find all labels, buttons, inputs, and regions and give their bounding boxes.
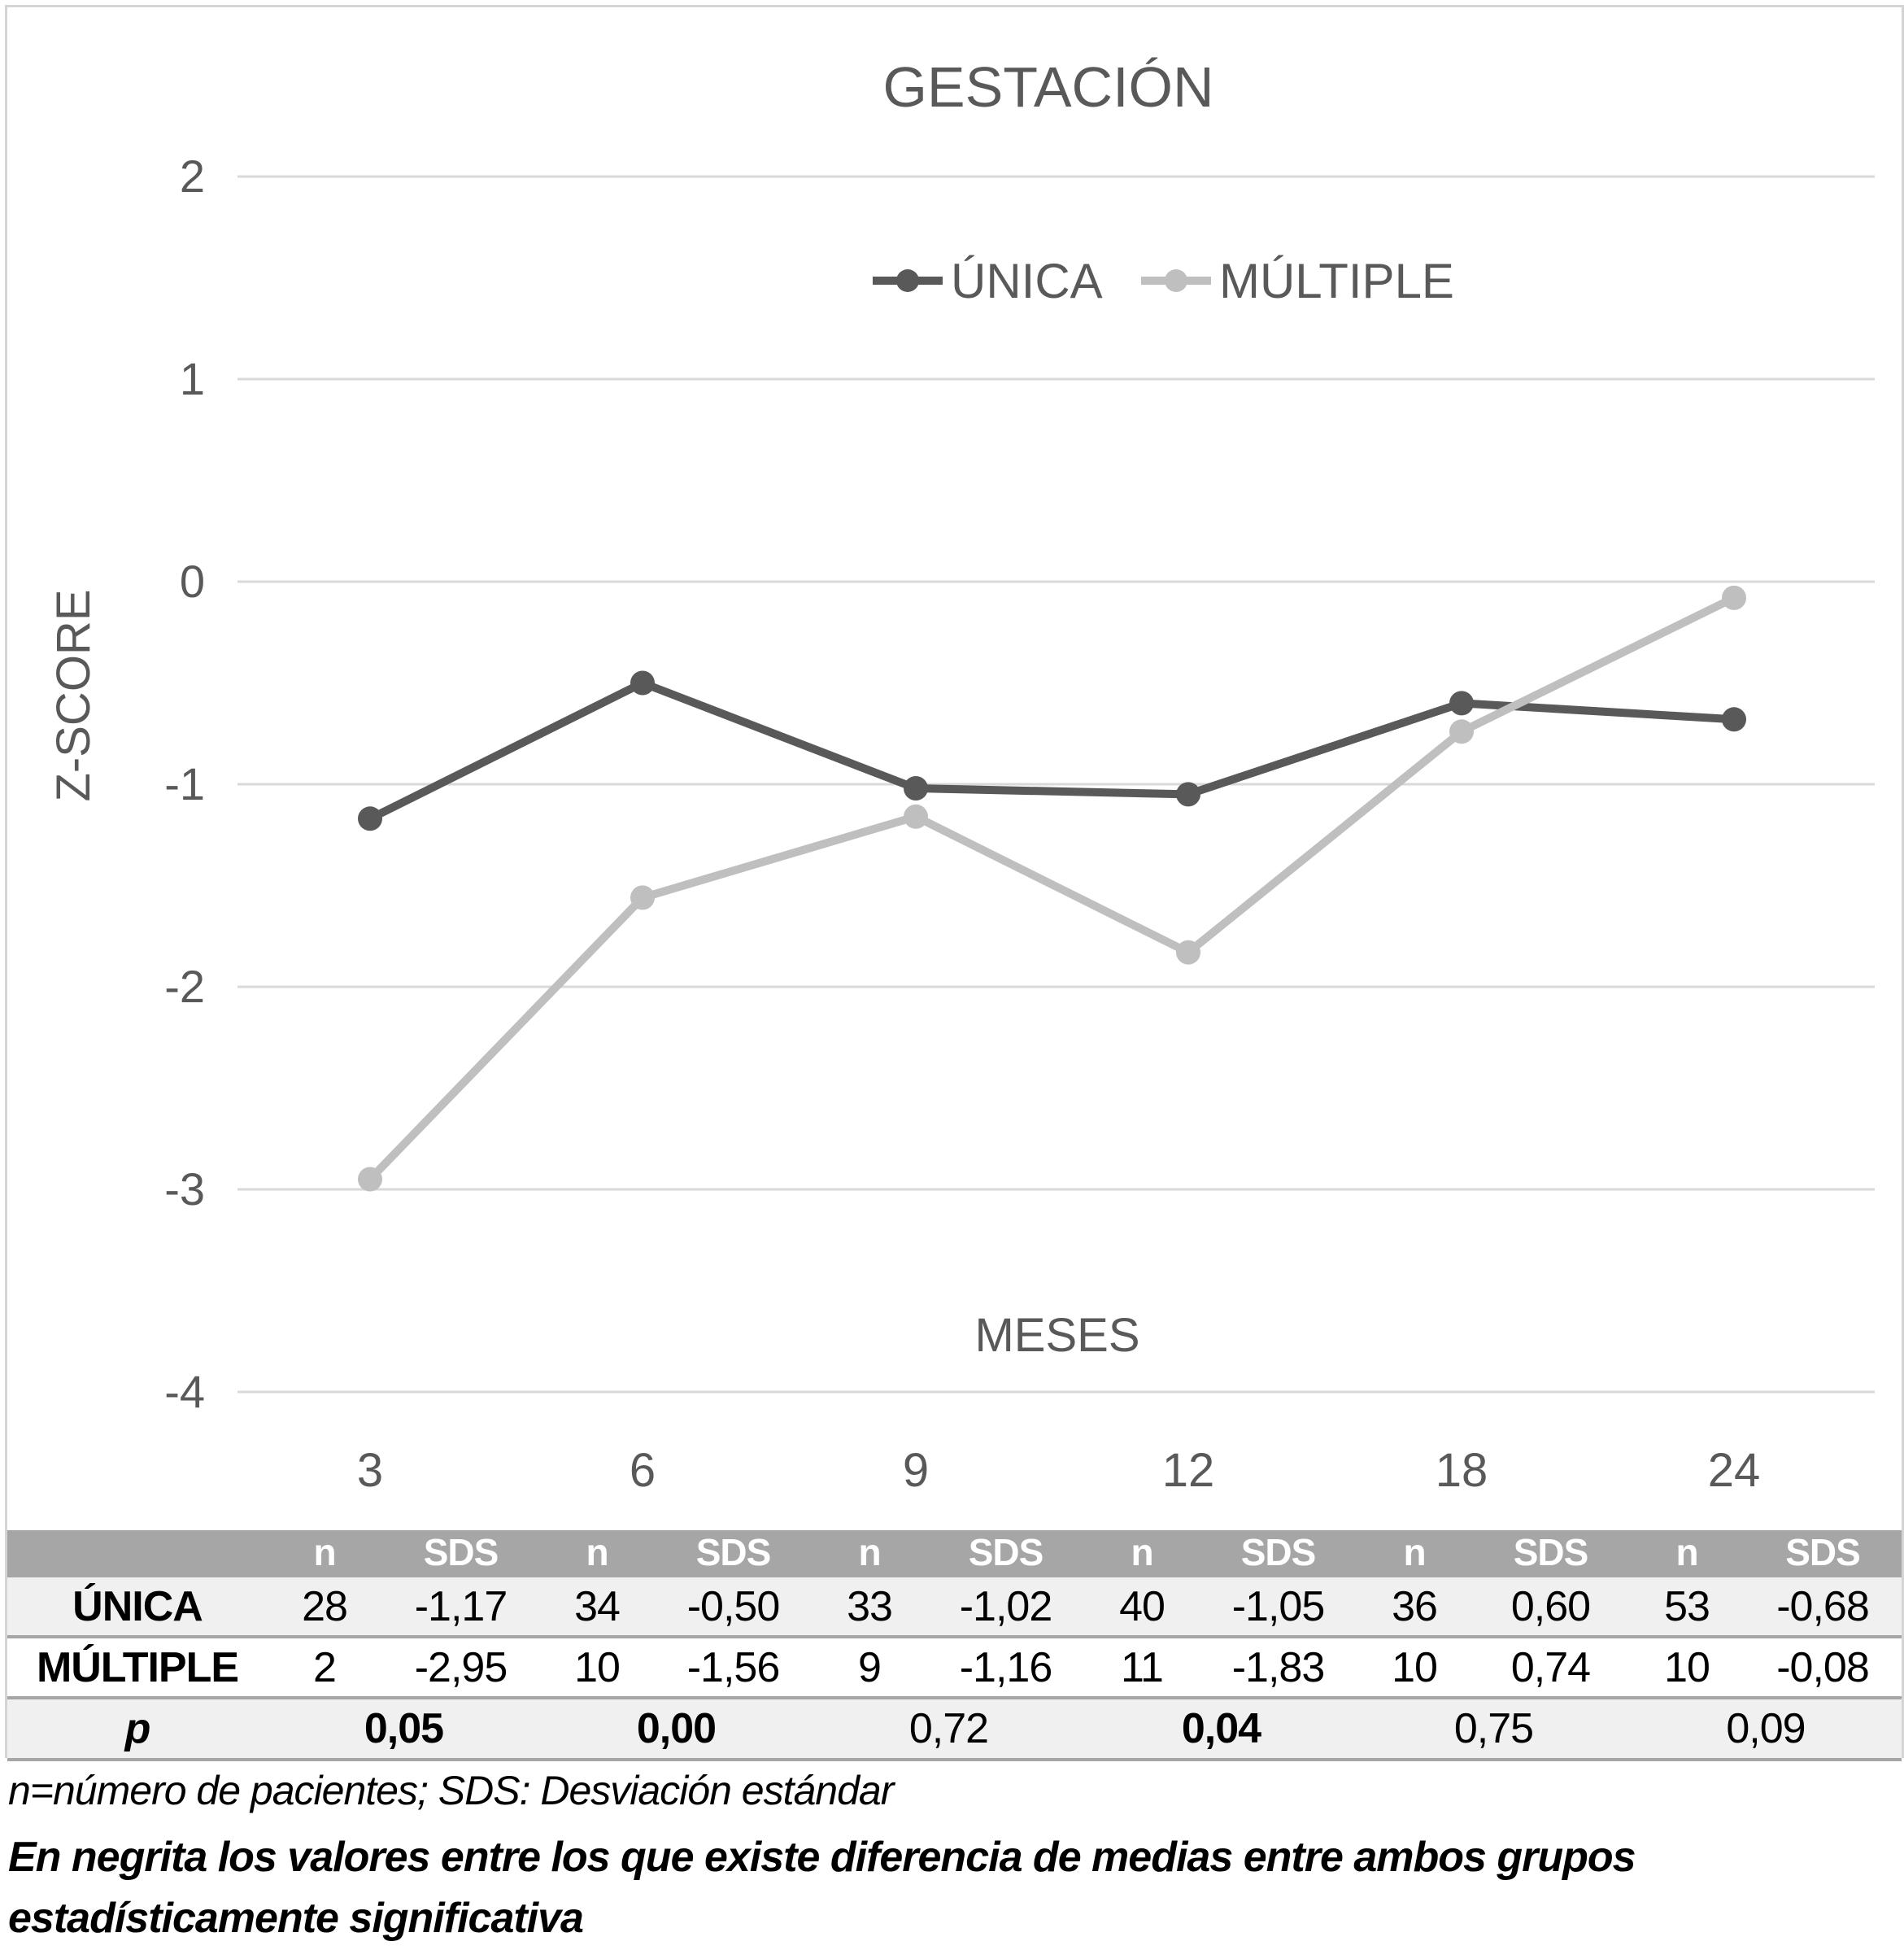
table-cell: -0,50 — [654, 1574, 813, 1637]
data-point-única — [1176, 782, 1200, 807]
x-tick-label: 12 — [1162, 1444, 1215, 1497]
col-header-n: n — [268, 1530, 381, 1576]
table-cell: 36 — [1357, 1574, 1471, 1637]
col-header-sds: SDS — [926, 1530, 1085, 1576]
col-header-sds: SDS — [1199, 1530, 1357, 1576]
data-point-múltiple — [1449, 719, 1474, 744]
col-header-n: n — [540, 1530, 654, 1576]
table-cell: -1,05 — [1199, 1574, 1357, 1637]
table-row-p: p 0,05 0,00 0,72 0,04 0,75 0,09 — [7, 1696, 1902, 1761]
col-header-n: n — [813, 1530, 926, 1576]
col-header-n: n — [1630, 1530, 1744, 1576]
data-point-múltiple — [358, 1167, 382, 1192]
table-cell: 34 — [540, 1574, 654, 1637]
data-point-múltiple — [630, 885, 655, 910]
y-tick-label: -4 — [164, 1366, 205, 1417]
x-tick-label: 6 — [630, 1444, 656, 1497]
y-tick-label: 2 — [180, 151, 205, 202]
footnote-bold-meaning: En negrita los valores entre los que exi… — [8, 1834, 1636, 1943]
x-tick-label: 18 — [1436, 1444, 1488, 1497]
gestacion-stats-table: n SDS n SDS n SDS n SDS n SDS n SDS ÚNICA 28 -1,17 34 -0… — [7, 1530, 1902, 1761]
y-axis-title: Z-SCORE — [47, 590, 100, 802]
table-cell: 53 — [1630, 1574, 1744, 1637]
p-value-cell: 0,75 — [1357, 1696, 1630, 1761]
legend-label-única: ÚNICA — [951, 254, 1103, 308]
series-line-múltiple — [367, 594, 1736, 1182]
table-cell: 0,74 — [1471, 1635, 1630, 1698]
table-cell: 33 — [813, 1574, 926, 1637]
table-cell: 11 — [1085, 1635, 1199, 1698]
data-point-múltiple — [904, 804, 928, 829]
y-tick-label: 0 — [180, 556, 205, 607]
figure-footnotes: n=número de pacientes; SDS: Desviación e… — [8, 1767, 1895, 1950]
table-cell: -1,83 — [1199, 1635, 1357, 1698]
p-value-cell: 0,00 — [540, 1696, 813, 1761]
corner-cell — [7, 1530, 268, 1576]
data-point-múltiple — [1176, 940, 1200, 965]
table-cell: -0,68 — [1744, 1574, 1902, 1637]
p-value-cell: 0,72 — [813, 1696, 1085, 1761]
y-tick-label: 1 — [180, 353, 205, 404]
table-cell: 9 — [813, 1635, 926, 1698]
col-header-sds: SDS — [1471, 1530, 1630, 1576]
col-header-sds: SDS — [654, 1530, 813, 1576]
gestacion-line-chart: GESTACIÓN 2 1 0 -1 -2 -3 -4 Z-SCORE MESES 3 6 9 12 18 2… — [47, 55, 1875, 1497]
footnote-abbreviations: n=número de pacientes; SDS: Desviación e… — [8, 1768, 894, 1813]
p-value-cell: 0,05 — [268, 1696, 540, 1761]
col-header-n: n — [1357, 1530, 1471, 1576]
table-row-múltiple: MÚLTIPLE 2 -2,95 10 -1,56 9 -1,16 11 -1,83 10 0,74… — [7, 1635, 1902, 1698]
chart-title: GESTACIÓN — [882, 55, 1213, 119]
table-cell: 2 — [268, 1635, 381, 1698]
table-row-única: ÚNICA 28 -1,17 34 -0,50 33 -1,02 40 -1,05 36 0,60 5… — [7, 1574, 1902, 1637]
table-cell: -1,16 — [926, 1635, 1085, 1698]
col-header-sds: SDS — [381, 1530, 540, 1576]
p-value-cell: 0,04 — [1085, 1696, 1357, 1761]
y-tick-label: -1 — [164, 758, 205, 809]
data-point-única — [630, 670, 655, 696]
table-cell: -0,08 — [1744, 1635, 1902, 1698]
x-tick-label: 3 — [357, 1444, 383, 1497]
table-cell: -1,56 — [654, 1635, 813, 1698]
legend-marker-múltiple — [1165, 269, 1187, 292]
gestacion-figure: GESTACIÓN 2 1 0 -1 -2 -3 -4 Z-SCORE MESES 3 6 9 12 18 2… — [5, 5, 1904, 1761]
table-cell: -1,02 — [926, 1574, 1085, 1637]
data-point-única — [1722, 707, 1746, 732]
table-cell: -1,17 — [381, 1574, 540, 1637]
table-cell: 40 — [1085, 1574, 1199, 1637]
table-cell: 10 — [1357, 1635, 1471, 1698]
x-axis-title: MESES — [974, 1309, 1139, 1362]
series-line-única — [368, 678, 1735, 822]
table-cell: 0,60 — [1471, 1574, 1630, 1637]
col-header-sds: SDS — [1744, 1530, 1902, 1576]
table-cell: 28 — [268, 1574, 381, 1637]
row-label: ÚNICA — [7, 1574, 268, 1637]
table-cell: -2,95 — [381, 1635, 540, 1698]
data-point-múltiple — [1722, 585, 1746, 610]
y-tick-label: -3 — [164, 1163, 205, 1215]
data-point-única — [904, 776, 928, 801]
x-tick-label: 24 — [1708, 1444, 1761, 1497]
table-header-row: n SDS n SDS n SDS n SDS n SDS n SDS — [7, 1530, 1902, 1576]
y-tick-label: -2 — [164, 961, 205, 1012]
table-cell: 10 — [1630, 1635, 1744, 1698]
table-cell: 10 — [540, 1635, 654, 1698]
row-label: MÚLTIPLE — [7, 1635, 268, 1698]
p-row-label: p — [7, 1696, 268, 1761]
p-value-cell: 0,09 — [1630, 1696, 1902, 1761]
col-header-n: n — [1085, 1530, 1199, 1576]
legend-label-múltiple: MÚLTIPLE — [1219, 254, 1454, 308]
legend-marker-única — [896, 269, 919, 292]
data-point-única — [1449, 691, 1474, 716]
data-point-única — [358, 806, 382, 831]
x-tick-label: 9 — [903, 1444, 929, 1497]
